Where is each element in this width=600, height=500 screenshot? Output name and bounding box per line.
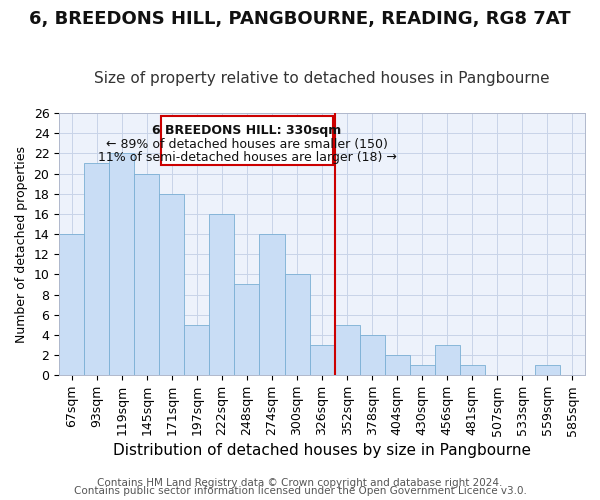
Bar xyxy=(235,284,259,375)
Title: Size of property relative to detached houses in Pangbourne: Size of property relative to detached ho… xyxy=(94,70,550,86)
FancyBboxPatch shape xyxy=(161,116,334,166)
Bar xyxy=(410,365,435,375)
Bar xyxy=(59,234,84,375)
Text: Contains public sector information licensed under the Open Government Licence v3: Contains public sector information licen… xyxy=(74,486,526,496)
Bar xyxy=(310,345,335,375)
Bar xyxy=(259,234,284,375)
Text: 6 BREEDONS HILL: 330sqm: 6 BREEDONS HILL: 330sqm xyxy=(152,124,341,137)
Bar xyxy=(184,325,209,375)
X-axis label: Distribution of detached houses by size in Pangbourne: Distribution of detached houses by size … xyxy=(113,442,531,458)
Bar xyxy=(359,335,385,375)
Bar xyxy=(209,214,235,375)
Bar xyxy=(160,194,184,375)
Bar xyxy=(134,174,160,375)
Bar xyxy=(109,154,134,375)
Text: 6, BREEDONS HILL, PANGBOURNE, READING, RG8 7AT: 6, BREEDONS HILL, PANGBOURNE, READING, R… xyxy=(29,10,571,28)
Text: 11% of semi-detached houses are larger (18) →: 11% of semi-detached houses are larger (… xyxy=(98,152,397,164)
Bar xyxy=(385,355,410,375)
Bar xyxy=(335,325,359,375)
Y-axis label: Number of detached properties: Number of detached properties xyxy=(15,146,28,342)
Text: ← 89% of detached houses are smaller (150): ← 89% of detached houses are smaller (15… xyxy=(106,138,388,151)
Text: Contains HM Land Registry data © Crown copyright and database right 2024.: Contains HM Land Registry data © Crown c… xyxy=(97,478,503,488)
Bar xyxy=(435,345,460,375)
Bar xyxy=(535,365,560,375)
Bar xyxy=(460,365,485,375)
Bar xyxy=(284,274,310,375)
Bar xyxy=(84,164,109,375)
